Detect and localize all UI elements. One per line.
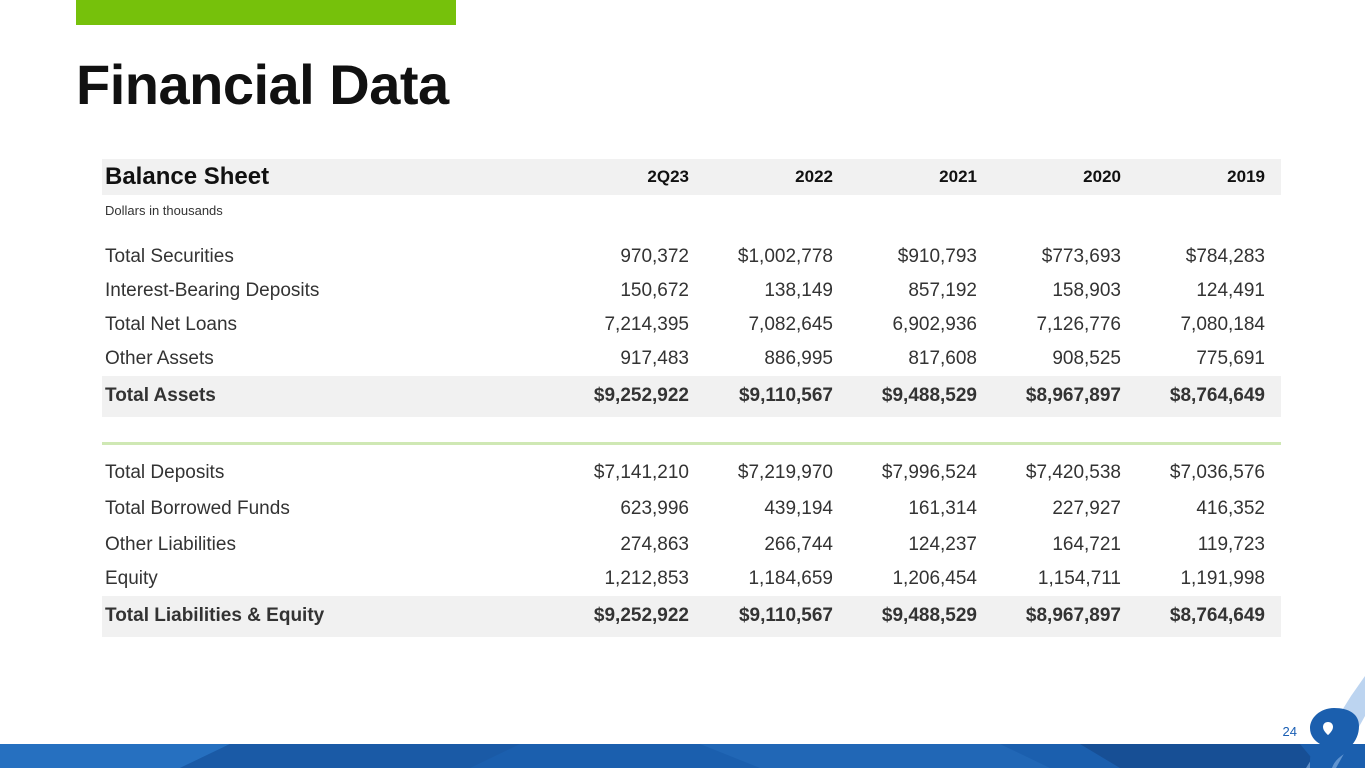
table-row: Equity 1,212,853 1,184,659 1,206,454 1,1… — [102, 562, 1281, 596]
cell-value: 1,184,659 — [748, 568, 833, 589]
table-row: Other Assets 917,483 886,995 817,608 908… — [102, 342, 1281, 376]
row-label: Interest-Bearing Deposits — [105, 280, 320, 301]
column-header: 2Q23 — [647, 167, 689, 186]
cell-value: $8,967,897 — [1025, 605, 1121, 626]
cell-value: $8,764,649 — [1169, 605, 1265, 626]
table-title: Balance Sheet — [105, 163, 270, 190]
cell-value: 124,491 — [1196, 280, 1265, 301]
cell-value: $7,219,970 — [737, 462, 833, 483]
cell-value: $784,283 — [1185, 246, 1265, 267]
cell-value: $7,420,538 — [1025, 462, 1121, 483]
cell-value: 150,672 — [620, 280, 689, 301]
column-header: 2022 — [795, 167, 833, 186]
cell-value: 119,723 — [1197, 534, 1265, 555]
table-row: Total Deposits $7,141,210 $7,219,970 $7,… — [102, 456, 1281, 490]
row-label: Total Net Loans — [105, 314, 238, 335]
cell-value: 623,996 — [620, 498, 689, 519]
table-row: Total Borrowed Funds 623,996 439,194 161… — [102, 490, 1281, 528]
cell-value: 1,206,454 — [892, 568, 977, 589]
table-row: Interest-Bearing Deposits 150,672 138,14… — [102, 274, 1281, 308]
cell-value: 970,372 — [620, 246, 689, 267]
row-label: Total Securities — [105, 246, 234, 267]
cell-value: $8,764,649 — [1169, 385, 1265, 406]
cell-value: 161,314 — [908, 498, 977, 519]
table-row: Other Liabilities 274,863 266,744 124,23… — [102, 528, 1281, 562]
column-header: 2020 — [1083, 167, 1121, 186]
section-divider — [102, 442, 1281, 445]
table-header-row: Balance Sheet 2Q23 2022 2021 2020 2019 — [102, 159, 1281, 195]
total-assets-row: Total Assets $9,252,922 $9,110,567 $9,48… — [102, 376, 1281, 417]
row-label: Total Assets — [105, 385, 216, 406]
units-note: Dollars in thousands — [105, 203, 223, 218]
row-label: Total Liabilities & Equity — [105, 605, 325, 626]
cell-value: 6,902,936 — [892, 314, 977, 335]
units-row: Dollars in thousands — [102, 195, 1281, 240]
row-label: Other Assets — [105, 348, 214, 369]
cell-value: 7,080,184 — [1180, 314, 1265, 335]
cell-value: 266,744 — [764, 534, 833, 555]
cell-value: $9,110,567 — [738, 385, 833, 406]
footer-wave-graphic — [0, 744, 1365, 768]
cell-value: $9,252,922 — [593, 385, 689, 406]
cell-value: $8,967,897 — [1025, 385, 1121, 406]
column-header: 2019 — [1227, 167, 1265, 186]
total-liabilities-equity-row: Total Liabilities & Equity $9,252,922 $9… — [102, 596, 1281, 637]
cell-value: 1,212,853 — [604, 568, 689, 589]
cell-value: 124,237 — [908, 534, 977, 555]
cell-value: 274,863 — [620, 534, 689, 555]
cell-value: 917,483 — [620, 348, 689, 369]
row-label: Other Liabilities — [105, 534, 236, 555]
cell-value: 7,126,776 — [1036, 314, 1121, 335]
page-title: Financial Data — [76, 53, 449, 116]
cell-value: 7,214,395 — [604, 314, 689, 335]
cell-value: $9,488,529 — [881, 385, 977, 406]
section-gap — [102, 445, 1281, 456]
cell-value: 138,149 — [764, 280, 833, 301]
balance-sheet-table: Balance Sheet 2Q23 2022 2021 2020 2019 D… — [102, 159, 1281, 637]
cell-value: $1,002,778 — [737, 246, 833, 267]
cell-value: $773,693 — [1041, 246, 1121, 267]
cell-value: 439,194 — [764, 498, 833, 519]
cell-value: 416,352 — [1196, 498, 1265, 519]
cell-value: 158,903 — [1052, 280, 1121, 301]
cell-value: $7,141,210 — [593, 462, 689, 483]
column-header: 2021 — [939, 167, 977, 186]
cell-value: 908,525 — [1052, 348, 1121, 369]
cell-value: 227,927 — [1052, 498, 1121, 519]
cell-value: 886,995 — [764, 348, 833, 369]
row-label: Total Borrowed Funds — [105, 498, 290, 519]
cell-value: $7,036,576 — [1169, 462, 1265, 483]
section-spacer — [102, 417, 1281, 442]
cell-value: 817,608 — [908, 348, 977, 369]
cell-value: $7,996,524 — [881, 462, 977, 483]
cell-value: $910,793 — [897, 246, 977, 267]
cell-value: 7,082,645 — [748, 314, 833, 335]
row-label: Equity — [105, 568, 158, 589]
cell-value: $9,488,529 — [881, 605, 977, 626]
cell-value: 857,192 — [908, 280, 977, 301]
cell-value: 1,191,998 — [1180, 568, 1265, 589]
ampersand-logo-icon — [1306, 676, 1365, 768]
cell-value: 164,721 — [1052, 534, 1121, 555]
accent-bar — [76, 0, 456, 25]
table-row: Total Securities 970,372 $1,002,778 $910… — [102, 240, 1281, 274]
table-row: Total Net Loans 7,214,395 7,082,645 6,90… — [102, 308, 1281, 342]
cell-value: 775,691 — [1196, 348, 1265, 369]
footer-band — [0, 744, 1365, 768]
cell-value: $9,252,922 — [593, 605, 689, 626]
page-number: 24 — [1282, 724, 1297, 739]
cell-value: $9,110,567 — [738, 605, 833, 626]
cell-value: 1,154,711 — [1037, 568, 1121, 589]
row-label: Total Deposits — [105, 462, 225, 483]
